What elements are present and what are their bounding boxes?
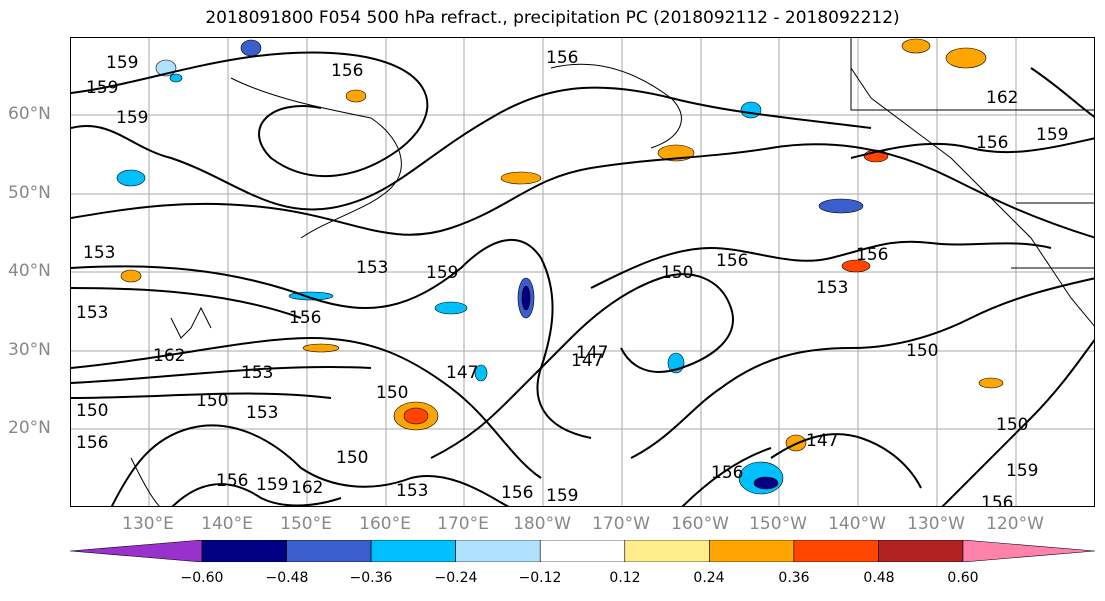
colorbar-tick: −0.12 (518, 570, 562, 586)
colorbar-segment (962, 540, 1095, 562)
contour-label: 147 (576, 343, 608, 363)
contour-label: 159 (106, 53, 138, 73)
colorbar-segment (201, 540, 287, 562)
map-title: 2018091800 F054 500 hPa refract., precip… (205, 8, 900, 28)
colorbar-tick: 0.60 (947, 570, 979, 586)
lon-label: 140°E (201, 514, 253, 534)
contour-label: 156 (711, 463, 743, 483)
contour-label: 159 (546, 486, 578, 506)
lon-label: 130°E (122, 514, 174, 534)
contour-label: 153 (76, 303, 108, 323)
lon-label: 150°W (749, 514, 807, 534)
contour-label: 150 (661, 263, 693, 283)
colorbar-tick: 0.24 (693, 570, 725, 586)
colorbar-segment (709, 540, 795, 562)
lon-label: 170°W (592, 514, 650, 534)
colorbar-tick: 0.12 (609, 570, 641, 586)
contour-label: 150 (336, 448, 368, 468)
contour-label: 159 (256, 475, 288, 495)
lon-label: 160°E (359, 514, 411, 534)
lat-label: 60°N (8, 104, 51, 124)
colorbar-segment (286, 540, 372, 562)
lon-label: 170°E (437, 514, 489, 534)
lon-label: 130°W (907, 514, 965, 534)
colorbar-segment (624, 540, 710, 562)
precip-patches (116, 38, 1004, 495)
colorbar-tick: −0.36 (349, 570, 393, 586)
contour-label: 156 (331, 61, 363, 81)
contour-label: 150 (196, 391, 228, 411)
contour-label: 156 (546, 48, 578, 68)
lat-label: 50°N (8, 183, 51, 203)
lon-label: 150°E (280, 514, 332, 534)
lon-label: 120°W (986, 514, 1044, 534)
contour-label: 159 (86, 78, 118, 98)
contour-label: 162 (291, 478, 323, 498)
contour-label: 159 (1036, 125, 1068, 145)
contour-label: 162 (153, 346, 185, 366)
lat-label: 30°N (8, 340, 51, 360)
map-panel: 159 159 159 156 156 162 159 156 153 159 … (70, 37, 1095, 507)
colorbar-tick: −0.24 (434, 570, 478, 586)
refractivity-contours (71, 51, 1094, 506)
contour-label: 162 (986, 88, 1018, 108)
colorbar-segment (539, 540, 626, 562)
colorbar-tick: 0.48 (863, 570, 895, 586)
contour-label: 156 (976, 133, 1008, 153)
lat-label: 20°N (8, 418, 51, 438)
lon-label: 160°W (671, 514, 729, 534)
colorbar-segment (793, 540, 879, 562)
coastlines (130, 38, 1094, 506)
contour-label: 153 (83, 243, 115, 263)
contour-label: 156 (501, 483, 533, 503)
contour-label: 147 (806, 431, 838, 451)
contour-label: 156 (216, 471, 248, 491)
colorbar-segment (370, 540, 456, 562)
colorbar (70, 540, 1095, 562)
contour-label: 150 (376, 383, 408, 403)
contour-label: 153 (246, 403, 278, 423)
colorbar-segment (70, 540, 203, 562)
contour-label: 150 (996, 415, 1028, 435)
contour-label: 156 (76, 433, 108, 453)
colorbar-tick: 0.36 (778, 570, 810, 586)
colorbar-segment (455, 540, 541, 562)
graticule (71, 38, 1094, 506)
contour-label: 147 (446, 363, 478, 383)
contour-label: 150 (906, 341, 938, 361)
contour-label: 153 (816, 278, 848, 298)
contour-label: 153 (241, 363, 273, 383)
colorbar-tick: −0.48 (265, 570, 309, 586)
contour-label: 156 (856, 245, 888, 265)
contour-label: 159 (426, 263, 458, 283)
contour-label: 150 (76, 401, 108, 421)
colorbar-segment (878, 540, 964, 562)
contour-label: 153 (396, 481, 428, 501)
contour-label: 153 (356, 258, 388, 278)
contour-label-group: 159 159 159 156 156 162 159 156 153 159 … (76, 48, 1068, 507)
lon-label: 180°W (513, 514, 571, 534)
contour-label: 159 (116, 108, 148, 128)
contour-label: 156 (716, 251, 748, 271)
lon-label: 140°W (828, 514, 886, 534)
contour-label: 156 (289, 308, 321, 328)
lat-label: 40°N (8, 261, 51, 281)
contour-label: 159 (1006, 461, 1038, 481)
colorbar-tick: −0.60 (180, 570, 224, 586)
contour-label: 156 (981, 493, 1013, 507)
map-canvas: 159 159 159 156 156 162 159 156 153 159 … (71, 38, 1094, 507)
contour-label: 147 (571, 351, 603, 371)
